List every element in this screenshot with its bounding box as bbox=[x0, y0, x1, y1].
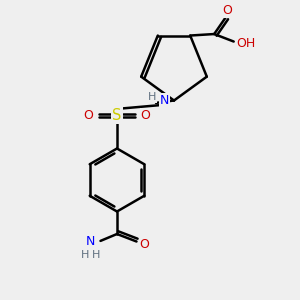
Text: H: H bbox=[148, 92, 157, 102]
Text: N: N bbox=[160, 94, 169, 107]
Text: O: O bbox=[141, 109, 150, 122]
Text: N: N bbox=[86, 235, 95, 248]
Text: O: O bbox=[84, 109, 93, 122]
Text: S: S bbox=[112, 108, 122, 123]
Text: H: H bbox=[92, 250, 100, 260]
Text: OH: OH bbox=[237, 37, 256, 50]
Text: H: H bbox=[81, 250, 90, 260]
Text: O: O bbox=[140, 238, 149, 251]
Text: O: O bbox=[222, 4, 232, 17]
